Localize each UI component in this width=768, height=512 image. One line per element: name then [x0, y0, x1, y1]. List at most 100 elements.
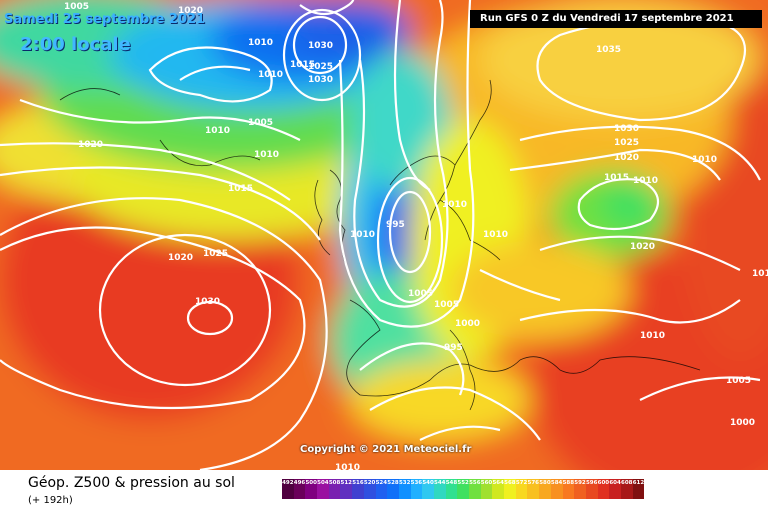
color-scale-legend: 492 496 500 504 508 512 516 520 524 528 532 536 540 5…: [282, 479, 645, 499]
legend-footer: Géop. Z500 & pression au sol (+ 192h) 49…: [0, 470, 768, 512]
isobar-label: 1005: [726, 376, 751, 386]
color-scale-label: 496: [293, 480, 306, 486]
color-scale-swatch: 552: [457, 479, 469, 499]
color-scale-swatch: 604: [609, 479, 621, 499]
color-scale-swatch: 588: [562, 479, 575, 499]
color-scale-swatch: 504: [317, 479, 329, 499]
isobar-label: 1000: [455, 319, 480, 329]
isobar-label: 1015: [290, 60, 315, 70]
color-scale-label: 528: [387, 480, 399, 486]
color-scale-swatch: 536: [410, 479, 423, 499]
color-scale-swatch: 520: [363, 479, 376, 499]
isobar-label: 1035: [596, 45, 621, 55]
color-scale-swatch: 596: [585, 479, 598, 499]
isobar-label: 1010: [442, 200, 467, 210]
isobar-label: 1020: [630, 242, 655, 252]
color-scale-swatch: 608: [620, 479, 633, 499]
color-scale-label: 516: [352, 480, 364, 486]
color-scale-label: 512: [340, 480, 353, 486]
isobar-label: 1020: [78, 140, 103, 150]
isobar-label: 1010: [258, 70, 283, 80]
color-scale-swatch: 512: [340, 479, 353, 499]
color-scale-label: 520: [363, 480, 376, 486]
color-scale-label: 508: [328, 480, 341, 486]
coastlines: [59, 79, 701, 411]
isobar-label: 1030: [614, 124, 639, 134]
isobar-label: 1020: [178, 6, 203, 16]
isobar-label: 1010: [640, 331, 665, 341]
color-scale-swatch: 496: [293, 479, 306, 499]
isobar-label: 1005: [248, 118, 273, 128]
color-scale-swatch: 584: [550, 479, 563, 499]
isobar-label: 1010: [633, 176, 658, 186]
isobar-label: 995: [444, 343, 463, 353]
color-scale-swatch: 532: [398, 479, 411, 499]
geopotential-field: [0, 0, 768, 470]
isobar-labels: 1005 1020 1010 1030 1010 1015 1025 1030 …: [64, 2, 768, 470]
color-scale-label: 600: [597, 480, 610, 486]
weather-map: 1005 1020 1010 1030 1010 1015 1025 1030 …: [0, 0, 768, 470]
color-scale-label: 608: [621, 480, 633, 486]
color-scale-swatch: 568: [504, 479, 516, 499]
color-scale-swatch: 572: [515, 479, 528, 499]
color-scale-swatch: 540: [422, 479, 434, 499]
isobar-label: 1005: [64, 2, 89, 12]
color-scale-swatch: 528: [387, 479, 399, 499]
color-scale-label: 604: [609, 480, 621, 486]
color-scale-swatch: 580: [539, 479, 551, 499]
color-scale-swatch: 492: [282, 479, 294, 499]
run-info-banner: Run GFS 0 Z du Vendredi 17 septembre 202…: [470, 10, 762, 28]
isobar-label: 1010: [254, 150, 279, 160]
copyright-notice: Copyright © 2021 Meteociel.fr: [300, 444, 472, 455]
color-scale-label: 500: [305, 480, 317, 486]
color-scale-swatch: 508: [328, 479, 341, 499]
color-scale-label: 548: [445, 480, 458, 486]
color-scale-label: 552: [457, 480, 469, 486]
color-scale-swatch: 592: [574, 479, 586, 499]
isobar-label: 1010: [335, 463, 360, 470]
color-scale-label: 592: [574, 480, 586, 486]
isobar-label: 995: [386, 220, 405, 230]
isobar-label: 1025: [203, 249, 228, 259]
forecast-local-time: 2:00 locale: [20, 34, 131, 55]
color-scale-label: 504: [317, 480, 329, 486]
isobar-label: 1010: [483, 230, 508, 240]
isobar-label: 1010: [205, 126, 230, 136]
color-scale-swatch: 500: [305, 479, 318, 499]
color-scale-label: 568: [504, 480, 516, 486]
isobar-label: 1000: [730, 418, 755, 428]
forecast-lead-time: (+ 192h): [28, 495, 73, 506]
isobar-label: 1030: [308, 75, 333, 85]
color-scale-label: 588: [562, 480, 575, 486]
color-scale-swatch: 564: [492, 479, 505, 499]
isobar-label: 1025: [308, 62, 333, 72]
color-scale-swatch: 544: [433, 479, 446, 499]
isobar-label: 1010: [692, 155, 717, 165]
color-scale-label: 560: [480, 480, 493, 486]
color-scale-swatch: 576: [527, 479, 540, 499]
isobar-label: 1005: [434, 300, 459, 310]
color-scale-label: 576: [527, 480, 540, 486]
isobar-label: 1020: [168, 253, 193, 263]
isobar-label: 1025: [614, 138, 639, 148]
forecast-date: Samedi 25 septembre 2021: [4, 12, 206, 27]
color-scale-swatch: 556: [469, 479, 481, 499]
color-scale-label: 540: [422, 480, 434, 486]
color-scale-label: 556: [469, 480, 481, 486]
color-scale-label: 564: [492, 480, 504, 486]
isobar-label: 1015: [604, 173, 629, 183]
isobar-label: 1010: [350, 230, 375, 240]
color-scale-label: 612: [632, 480, 645, 486]
color-scale-swatch: 524: [375, 479, 388, 499]
color-scale-label: 584: [550, 480, 563, 486]
color-scale-label: 544: [434, 480, 446, 486]
color-scale-label: 536: [410, 480, 423, 486]
color-scale-label: 532: [398, 480, 411, 486]
isobar-label: 1020: [614, 153, 639, 163]
color-scale-swatch: 600: [597, 479, 610, 499]
isobar-label: 1010: [752, 269, 768, 279]
color-scale-swatch: 612: [632, 479, 645, 499]
isobar-label: 1030: [195, 297, 220, 307]
color-scale-swatch: 516: [352, 479, 364, 499]
